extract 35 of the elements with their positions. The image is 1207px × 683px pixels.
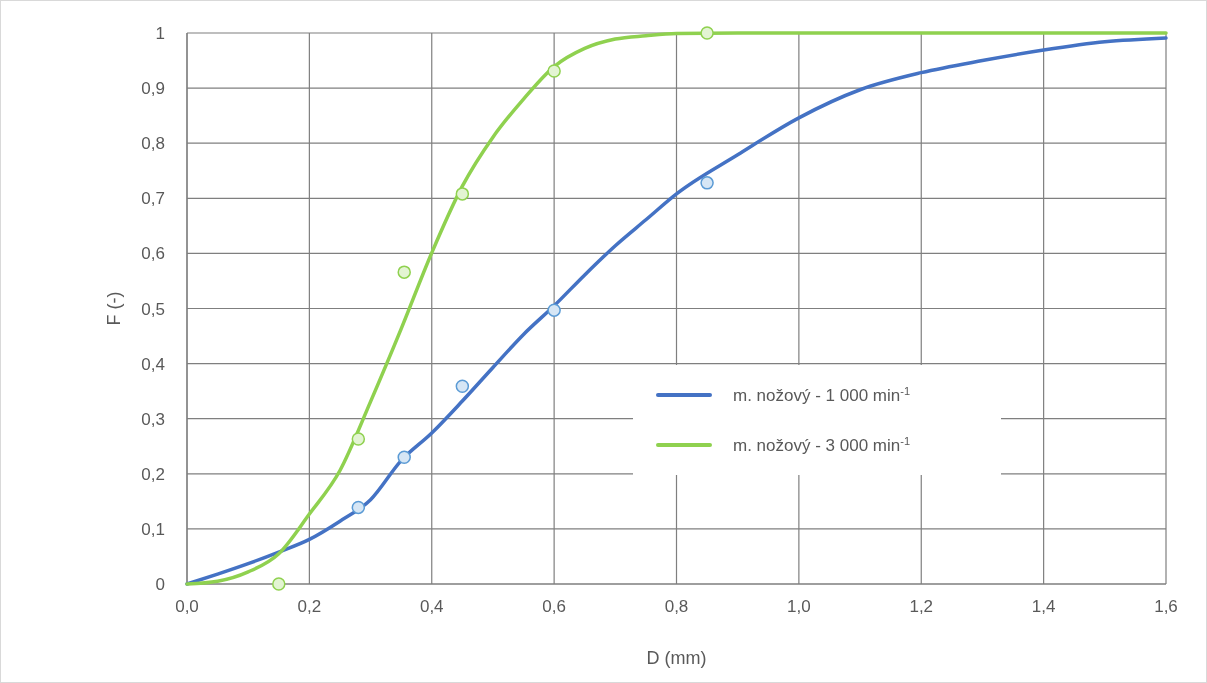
point <box>351 500 366 515</box>
y-tick-label: 0,4 <box>141 354 165 374</box>
legend-label: m. nožový - 1 000 min$^{-1}$ <box>733 385 911 405</box>
point <box>700 176 714 190</box>
point <box>455 379 470 393</box>
x-tick-label: 0,0 <box>175 597 199 616</box>
y-tick-label: 0,6 <box>141 244 165 264</box>
point <box>700 26 714 40</box>
y-tick-label: 0,3 <box>141 409 165 429</box>
y-tick-label: 0,9 <box>141 79 165 99</box>
x-tick-label: 0,6 <box>542 597 566 616</box>
point <box>397 265 411 279</box>
point <box>272 577 286 591</box>
x-tick-label: 1,2 <box>909 597 934 616</box>
legend-label: m. nožový - 3 000 min$^{-1}$ <box>733 435 911 455</box>
y-tick-label: 0,5 <box>141 299 165 319</box>
point <box>455 187 470 201</box>
y-tick-label: 0,7 <box>141 189 165 209</box>
point <box>547 64 561 78</box>
x-tick-label: 1,6 <box>1154 597 1178 616</box>
y-tick-label: 0 <box>155 575 165 594</box>
x-tick-label: 0,8 <box>664 597 689 616</box>
point <box>351 432 366 446</box>
y-tick-label: 1 <box>155 24 165 43</box>
y-tick-label: 0,8 <box>141 134 165 154</box>
y-tick-label: 0,1 <box>141 519 165 539</box>
y-tick-label: 0,2 <box>141 464 165 484</box>
x-tick-label: 0,4 <box>419 597 444 616</box>
x-tick-label: 1,4 <box>1031 597 1056 616</box>
x-axis-title: D (mm) <box>646 648 707 668</box>
x-tick-label: 1,0 <box>787 597 811 616</box>
y-axis-title: F (-) <box>104 291 124 326</box>
point <box>397 450 411 465</box>
point <box>547 303 561 317</box>
x-tick-label: 0,2 <box>297 597 322 616</box>
